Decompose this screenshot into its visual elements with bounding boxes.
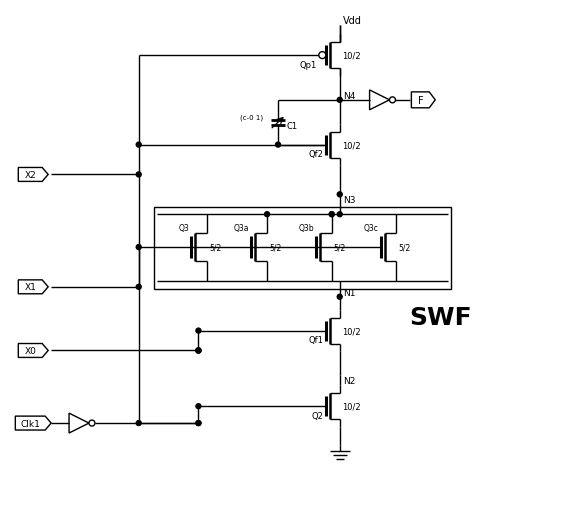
Text: N2: N2 — [342, 376, 355, 385]
Text: Vdd: Vdd — [342, 16, 362, 26]
Circle shape — [329, 212, 335, 217]
Text: 5/2: 5/2 — [269, 243, 281, 252]
Circle shape — [196, 348, 201, 353]
Circle shape — [337, 295, 342, 300]
Text: Qp1: Qp1 — [299, 61, 317, 69]
Circle shape — [136, 173, 141, 178]
Text: 10/2: 10/2 — [342, 402, 361, 411]
Circle shape — [329, 212, 335, 217]
Circle shape — [136, 421, 141, 426]
Text: N3: N3 — [342, 195, 355, 205]
Text: 10/2: 10/2 — [342, 51, 361, 61]
Circle shape — [196, 348, 201, 353]
Circle shape — [276, 143, 281, 148]
Circle shape — [196, 421, 201, 426]
Text: (c-0 1): (c-0 1) — [240, 115, 263, 121]
Text: Q2: Q2 — [312, 411, 324, 420]
Text: Clk1: Clk1 — [20, 419, 40, 428]
Text: Q3a: Q3a — [234, 223, 249, 232]
Circle shape — [319, 52, 326, 60]
Text: Qf1: Qf1 — [309, 335, 324, 345]
Text: Q3c: Q3c — [363, 223, 379, 232]
Polygon shape — [15, 416, 51, 430]
Polygon shape — [412, 93, 435, 108]
Circle shape — [136, 143, 141, 148]
Circle shape — [196, 328, 201, 333]
Polygon shape — [18, 168, 48, 182]
Text: 5/2: 5/2 — [399, 243, 411, 252]
Text: 10/2: 10/2 — [342, 326, 361, 335]
Text: SWF: SWF — [409, 305, 472, 329]
Circle shape — [89, 420, 95, 426]
Bar — [154, 208, 451, 289]
Circle shape — [136, 285, 141, 290]
Text: X1: X1 — [24, 283, 36, 292]
Circle shape — [337, 192, 342, 197]
Polygon shape — [18, 344, 48, 358]
Text: C1: C1 — [287, 122, 298, 130]
Circle shape — [337, 212, 342, 217]
Text: 5/2: 5/2 — [209, 243, 222, 252]
Circle shape — [390, 98, 395, 104]
Text: 5/2: 5/2 — [334, 243, 346, 252]
Text: Q3b: Q3b — [298, 223, 314, 232]
Text: N1: N1 — [342, 289, 355, 298]
Polygon shape — [18, 280, 48, 294]
Text: 10/2: 10/2 — [342, 141, 361, 150]
Circle shape — [136, 245, 141, 250]
Text: Q3: Q3 — [179, 223, 189, 232]
Circle shape — [196, 404, 201, 409]
Text: X2: X2 — [24, 171, 36, 180]
Circle shape — [265, 212, 269, 217]
Text: N4: N4 — [342, 92, 355, 101]
Text: X0: X0 — [24, 346, 36, 355]
Text: F: F — [417, 96, 423, 106]
Circle shape — [337, 98, 342, 103]
Text: Qf2: Qf2 — [309, 150, 324, 159]
Circle shape — [196, 348, 201, 353]
Circle shape — [196, 421, 201, 426]
